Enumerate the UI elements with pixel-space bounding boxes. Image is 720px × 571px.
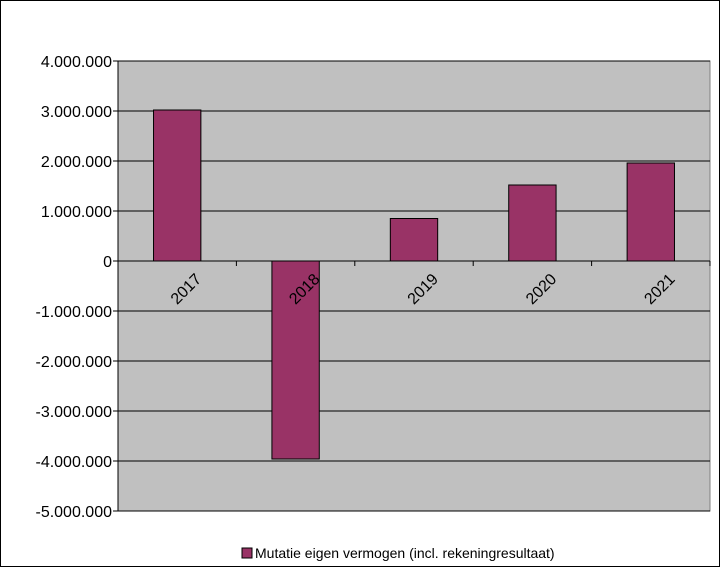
y-tick-label: 4.000.000 — [41, 54, 112, 71]
bar-2021 — [626, 162, 675, 262]
y-tick-label: 1.000.000 — [41, 204, 112, 221]
y-tick-label: 3.000.000 — [41, 104, 112, 121]
axes — [117, 61, 711, 511]
y-tick-label: -3.000.000 — [35, 404, 112, 421]
bar-2017 — [153, 109, 202, 262]
legend-label: Mutatie eigen vermogen (incl. rekeningre… — [255, 545, 555, 561]
bar-2018 — [271, 260, 320, 460]
plot-area — [117, 60, 711, 512]
bar-2020 — [508, 184, 557, 262]
y-tick-label: -1.000.000 — [35, 304, 112, 321]
y-tick-label: -5.000.000 — [35, 504, 112, 521]
bars — [153, 109, 675, 460]
legend: Mutatie eigen vermogen (incl. rekeningre… — [241, 545, 555, 561]
y-tick-label: -4.000.000 — [35, 454, 112, 471]
y-tick-label: -2.000.000 — [35, 354, 112, 371]
y-tick-label: 0 — [103, 254, 112, 271]
grid-lines — [118, 60, 710, 512]
y-tick-label: 2.000.000 — [41, 154, 112, 171]
y-axis-ticks: 4.000.000 3.000.000 2.000.000 1.000.000 0 -1.… — [35, 54, 118, 521]
bar-2019 — [389, 218, 439, 262]
legend-swatch — [241, 547, 253, 559]
